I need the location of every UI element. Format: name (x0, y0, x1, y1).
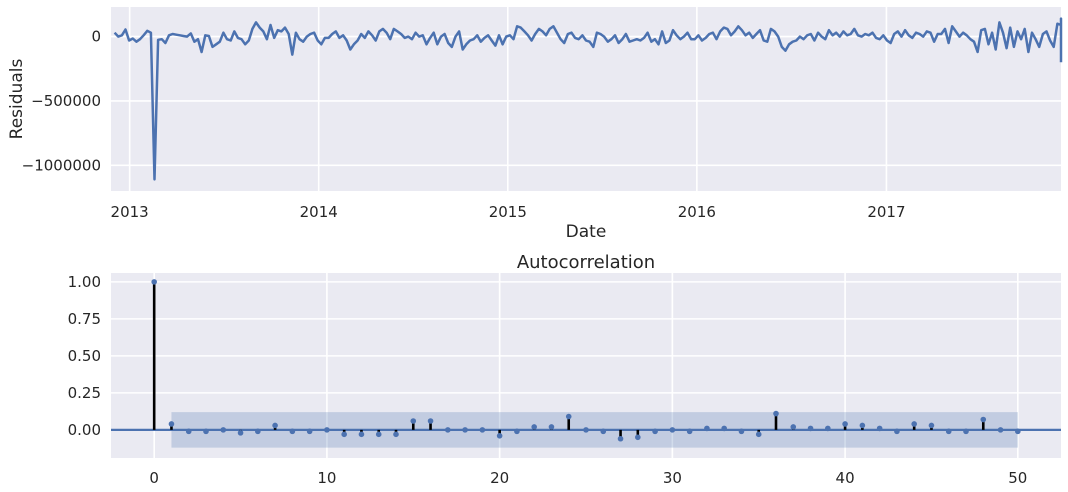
autocorrelation-y-tick-label: 0.00 (68, 421, 101, 439)
autocorrelation-x-tick-label: 20 (490, 469, 509, 487)
autocorrelation-x-tick-label: 0 (149, 469, 159, 487)
residuals-chart: 2013 2014 2015 2016 2017 0 −500000 −1000000 Da… (7, 7, 1063, 242)
acf-point (859, 422, 866, 429)
acf-point (445, 427, 451, 433)
autocorrelation-x-tick-label: 30 (663, 469, 682, 487)
acf-point (704, 425, 710, 432)
residuals-x-tick-label: 2015 (489, 203, 527, 221)
acf-point (393, 431, 399, 438)
acf-point (220, 427, 227, 433)
autocorrelation-gridlines (111, 273, 1061, 458)
acf-point (876, 425, 883, 432)
acf-point (237, 430, 244, 436)
acf-point (427, 418, 434, 424)
acf-point (168, 421, 175, 427)
autocorrelation-x-tick-label: 50 (1008, 469, 1027, 487)
residuals-y-tick-label: 0 (91, 28, 101, 46)
residuals-x-tick-label: 2013 (111, 203, 149, 221)
acf-point (807, 425, 814, 432)
residuals-y-tick-label: −500000 (31, 92, 101, 110)
acf-point (773, 410, 779, 417)
acf-point (548, 424, 555, 430)
acf-point (514, 428, 520, 435)
residuals-y-tick-label: −1000000 (22, 156, 101, 174)
acf-point (496, 433, 503, 439)
residuals-x-tick-label: 2016 (678, 203, 716, 221)
acf-point (306, 428, 313, 435)
residuals-x-tick-labels: 2013 2014 2015 2016 2017 (111, 203, 906, 221)
acf-point (341, 431, 347, 438)
acf-point (185, 428, 192, 435)
autocorrelation-stems (151, 279, 1021, 442)
acf-point (600, 428, 607, 435)
autocorrelation-x-tick-label: 10 (317, 469, 336, 487)
acf-point (790, 424, 797, 430)
autocorrelation-y-tick-label: 0.50 (68, 347, 101, 365)
residuals-plot-area (111, 7, 1061, 191)
acf-point (410, 418, 417, 424)
autocorrelation-x-tick-labels: 0 10 20 30 40 50 (149, 469, 1027, 487)
acf-point (358, 431, 365, 438)
residuals-x-tick-label: 2017 (867, 203, 905, 221)
residuals-y-axis-label: Residuals (7, 59, 27, 140)
residuals-x-tick-label: 2014 (300, 203, 338, 221)
acf-point (928, 422, 935, 429)
acf-point (842, 421, 848, 427)
acf-point (272, 422, 278, 429)
residuals-x-axis-label: Date (566, 222, 607, 242)
autocorrelation-y-tick-label: 0.75 (68, 310, 101, 328)
autocorrelation-y-tick-label: 1.00 (68, 273, 101, 291)
acf-point (289, 428, 296, 435)
acf-point (980, 416, 987, 423)
acf-point (755, 431, 762, 438)
autocorrelation-x-tick-label: 40 (836, 469, 855, 487)
acf-point (669, 427, 676, 433)
acf-point (583, 427, 589, 433)
autocorrelation-chart: 0 10 20 30 40 50 1.00 0.75 0.50 0.25 0.00 Autocor… (68, 252, 1061, 487)
acf-point (894, 428, 900, 435)
acf-point (151, 279, 157, 285)
acf-point (686, 428, 693, 435)
acf-point (617, 435, 624, 442)
residuals-y-tick-labels: 0 −500000 −1000000 (22, 28, 101, 175)
autocorrelation-y-tick-labels: 1.00 0.75 0.50 0.25 0.00 (68, 273, 101, 439)
acf-point (911, 421, 917, 427)
acf-point (738, 428, 745, 435)
acf-point (462, 427, 468, 433)
acf-point (479, 427, 486, 433)
autocorrelation-title: Autocorrelation (517, 252, 655, 273)
acf-point (825, 425, 831, 432)
acf-point (203, 428, 209, 435)
acf-point (324, 427, 330, 433)
acf-point (635, 434, 641, 441)
autocorrelation-y-tick-label: 0.25 (68, 384, 101, 402)
residuals-line (113, 17, 1063, 181)
acf-point (565, 413, 572, 420)
acf-point (652, 428, 658, 435)
acf-point (721, 425, 727, 432)
acf-point (1015, 428, 1021, 435)
acf-point (997, 427, 1004, 433)
acf-point (375, 431, 382, 438)
acf-point (945, 428, 952, 435)
acf-point (963, 428, 969, 435)
acf-point (531, 424, 537, 430)
acf-point (255, 428, 261, 435)
